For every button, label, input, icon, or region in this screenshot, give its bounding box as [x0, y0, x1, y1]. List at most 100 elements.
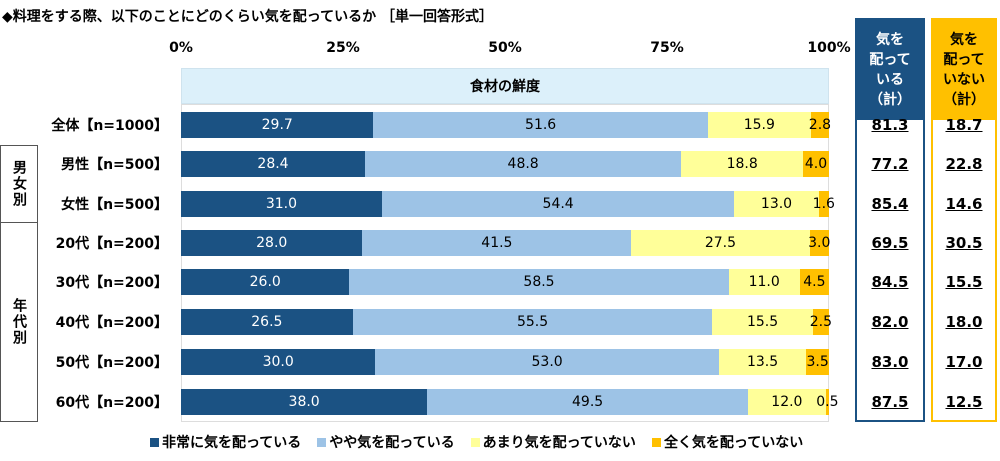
data-label: 1.6 [812, 196, 835, 212]
bar-segment: 26.5 [181, 309, 353, 335]
summary-value-yes: 83.0 [871, 353, 909, 371]
legend-swatch [317, 438, 327, 447]
legend-label: やや気を配っている [329, 435, 455, 451]
summary-value-yes: 69.5 [871, 234, 909, 252]
bar-segment: 58.5 [349, 269, 729, 295]
summary-header-yes: 気を 配って いる （計） [857, 20, 923, 120]
bar-segment: 2.5 [809, 309, 833, 335]
data-label: 26.0 [249, 274, 281, 290]
data-label: 4.0 [804, 156, 828, 172]
data-label: 12.0 [771, 394, 803, 410]
summary-column-no: 気を 配って いない （計） 18.7 22.8 14.6 30.5 15.5 18.0 1… [931, 18, 997, 422]
x-tick-label: 25% [326, 40, 360, 56]
summary-column-yes: 気を 配って いる （計） 81.3 77.2 85.4 69.5 84.5 82.0 83… [855, 18, 925, 422]
bar-segment: 26.0 [181, 269, 350, 295]
data-label: 38.0 [288, 394, 320, 410]
summary-value-no: 18.7 [945, 116, 983, 134]
data-label: 28.0 [256, 235, 288, 251]
bar-segment: 55.5 [352, 309, 713, 335]
x-tick-label: 75% [650, 40, 684, 56]
data-label: 27.5 [704, 235, 737, 251]
summary-value-no: 17.0 [945, 353, 983, 371]
data-label: 58.5 [523, 274, 555, 290]
summary-value-yes: 82.0 [871, 313, 909, 331]
data-label: 15.9 [743, 117, 775, 133]
data-label: 15.5 [746, 314, 779, 330]
bar-segment: 3.5 [806, 349, 829, 375]
data-label: 2.5 [809, 314, 833, 330]
legend-swatch [150, 438, 159, 447]
summary-header-yes-text: 気を 配って いる （計） [869, 32, 911, 108]
summary-value-yes: 85.4 [871, 195, 909, 213]
x-tick-label: 0% [169, 40, 193, 56]
legend-item: やや気を配っている [317, 432, 455, 452]
legend-label: あまり気を配っていない [482, 435, 636, 451]
x-tick-label: 100% [807, 40, 851, 56]
bar-segment: 18.8 [681, 151, 804, 177]
bar-segment: 0.5 [816, 389, 839, 415]
x-tick-label: 50% [488, 40, 522, 56]
chart-title: ◆料理をする際、以下のことにどのくらい気を配っているか ［単一回答形式］ [2, 9, 493, 25]
bar-segment: 41.5 [362, 230, 632, 256]
legend-swatch [470, 438, 480, 447]
plot-area [181, 104, 829, 422]
data-label: 18.8 [726, 156, 758, 172]
summary-value-yes: 87.5 [871, 393, 909, 411]
bar-segment: 53.0 [375, 349, 719, 375]
group-age: 年代別 [0, 222, 38, 422]
bar-segment: 28.0 [181, 230, 363, 256]
data-label: 0.5 [816, 394, 839, 410]
data-label: 29.7 [261, 117, 293, 133]
legend: 非常に気を配っている やや気を配っている あまり気を配っていない 全く気を配っていない [150, 432, 803, 452]
bar-segment: 48.8 [365, 151, 682, 177]
bar-segment: 4.0 [803, 151, 829, 177]
data-label: 4.5 [803, 274, 826, 290]
bar-segment: 31.0 [181, 191, 382, 217]
row-label: 全体【n=1000】 [51, 118, 168, 134]
row-label: 50代【n=200】 [55, 355, 168, 371]
bar-segment: 28.4 [181, 151, 366, 177]
data-label: 30.0 [262, 354, 294, 370]
legend-item: あまり気を配っていない [470, 432, 636, 452]
bar-segment: 49.5 [427, 389, 748, 415]
data-label: 3.5 [806, 354, 829, 370]
summary-value-no: 18.0 [945, 313, 983, 331]
row-label: 60代【n=200】 [55, 395, 168, 411]
data-label: 51.6 [525, 117, 557, 133]
data-label: 53.0 [531, 354, 563, 370]
data-label: 28.4 [257, 156, 289, 172]
group-gender: 男女別 [0, 145, 38, 223]
row-label: 女性【n=500】 [61, 197, 168, 213]
bar-segment: 13.0 [734, 191, 819, 217]
summary-header-no-text: 気を 配って いない （計） [943, 32, 985, 108]
summary-value-no: 14.6 [945, 195, 983, 213]
legend-swatch [651, 438, 661, 447]
data-label: 41.5 [481, 235, 513, 251]
data-label: 13.5 [746, 354, 779, 370]
data-label: 31.0 [265, 196, 298, 212]
legend-label: 全く気を配っていない [663, 435, 804, 451]
data-label: 3.0 [808, 235, 831, 251]
bar-segment: 29.7 [181, 112, 374, 138]
row-label: 20代【n=200】 [55, 236, 168, 252]
summary-value-no: 12.5 [945, 393, 983, 411]
bar-segment: 2.8 [809, 112, 831, 138]
bar-segment: 15.9 [707, 112, 811, 138]
data-label: 54.4 [542, 196, 574, 212]
summary-value-yes: 77.2 [871, 155, 909, 173]
bar-segment: 1.6 [813, 191, 835, 217]
summary-value-no: 30.5 [945, 234, 983, 252]
data-label: 26.5 [251, 314, 283, 330]
summary-header-no: 気を 配って いない （計） [933, 20, 995, 120]
row-label: 30代【n=200】 [55, 275, 168, 291]
chart-subtitle-band: 食材の鮮度 [181, 68, 829, 104]
bar-segment: 12.0 [748, 389, 826, 415]
bar-segment: 4.5 [799, 269, 829, 295]
bar-segment: 27.5 [631, 230, 810, 256]
data-label: 11.0 [748, 274, 780, 290]
data-label: 48.8 [507, 156, 539, 172]
summary-value-yes: 84.5 [871, 273, 909, 291]
bar-segment: 38.0 [181, 389, 428, 415]
summary-value-yes: 81.3 [871, 116, 909, 134]
data-label: 55.5 [516, 314, 549, 330]
